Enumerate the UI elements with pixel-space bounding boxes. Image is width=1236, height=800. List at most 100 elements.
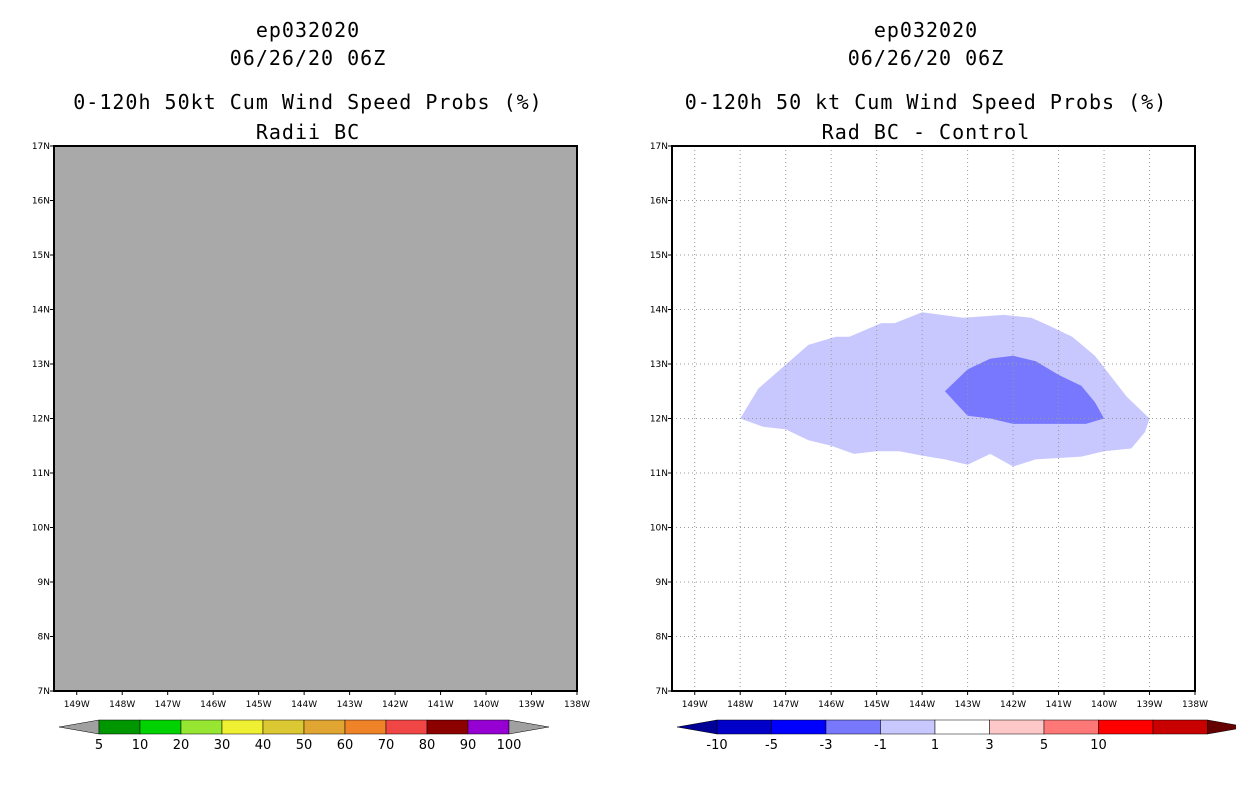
right-contour-2 bbox=[944, 355, 1104, 424]
right-colorbar-segment bbox=[934, 719, 990, 735]
right-y-tick-label: 8N bbox=[656, 633, 668, 643]
left-chart-title: 0-120h 50kt Cum Wind Speed Probs (%) bbox=[73, 90, 543, 114]
right-colorbar-segment bbox=[1098, 719, 1154, 735]
left-y-tick-label: 16N bbox=[32, 197, 50, 207]
left-colorbar-label: 50 bbox=[296, 738, 313, 753]
right-contour-1 bbox=[740, 312, 1150, 467]
left-y-tick-label: 10N bbox=[32, 524, 50, 534]
left-y-tick-label: 8N bbox=[38, 633, 50, 643]
right-y-tick-label: 11N bbox=[650, 469, 668, 479]
left-x-tick-label: 146W bbox=[200, 700, 226, 710]
left-x-tick-label: 147W bbox=[155, 700, 181, 710]
left-colorbar-label: 80 bbox=[419, 738, 436, 753]
right-y-tick-label: 7N bbox=[656, 687, 668, 697]
left-y-tick-label: 11N bbox=[32, 469, 50, 479]
right-colorbar-segment bbox=[1043, 719, 1099, 735]
right-y-tick-label: 17N bbox=[650, 142, 668, 152]
left-x-tick-label: 139W bbox=[518, 700, 544, 710]
left-chart-subtitle: Radii BC bbox=[255, 120, 361, 144]
right-colorbar-segment bbox=[716, 719, 772, 735]
left-colorbar-segment bbox=[344, 719, 387, 735]
right-colorbar-label: 10 bbox=[1090, 738, 1107, 753]
left-colorbar-segment bbox=[221, 719, 264, 735]
left-x-tick-label: 138W bbox=[564, 700, 590, 710]
right-colorbar-segment bbox=[1152, 719, 1208, 735]
left-plot-background bbox=[54, 146, 577, 691]
right-x-tick-label: 147W bbox=[773, 700, 799, 710]
right-x-tick-label: 146W bbox=[818, 700, 844, 710]
left-colorbar-label: 5 bbox=[95, 738, 103, 753]
right-y-tick-label: 13N bbox=[650, 360, 668, 370]
right-x-tick-label: 141W bbox=[1046, 700, 1072, 710]
right-x-tick-label: 143W bbox=[955, 700, 981, 710]
right-colorbar-right-end bbox=[1207, 719, 1236, 735]
left-colorbar-label: 30 bbox=[214, 738, 231, 753]
left-colorbar-label: 70 bbox=[378, 738, 395, 753]
left-colorbar-label: 100 bbox=[497, 738, 522, 753]
left-y-tick-label: 9N bbox=[38, 578, 50, 588]
right-x-tick-label: 138W bbox=[1182, 700, 1208, 710]
right-y-tick-label: 9N bbox=[656, 578, 668, 588]
left-y-tick-label: 7N bbox=[38, 687, 50, 697]
left-x-tick-label: 143W bbox=[337, 700, 363, 710]
left-colorbar-segment bbox=[467, 719, 510, 735]
left-x-tick-label: 145W bbox=[246, 700, 272, 710]
left-colorbar-label: 10 bbox=[132, 738, 149, 753]
right-datetime: 06/26/20 06Z bbox=[847, 46, 1005, 70]
right-x-tick-label: 145W bbox=[864, 700, 890, 710]
right-colorbar-segment bbox=[880, 719, 936, 735]
left-x-tick-label: 148W bbox=[109, 700, 135, 710]
left-y-tick-label: 13N bbox=[32, 360, 50, 370]
right-colorbar-label: -5 bbox=[765, 738, 778, 753]
right-colorbar-label: 3 bbox=[985, 738, 993, 753]
left-colorbar-label: 40 bbox=[255, 738, 272, 753]
left-y-tick-label: 17N bbox=[32, 142, 50, 152]
right-y-tick-label: 14N bbox=[650, 306, 668, 316]
left-colorbar-segment bbox=[98, 719, 141, 735]
right-chart-title: 0-120h 50 kt Cum Wind Speed Probs (%) bbox=[684, 90, 1168, 114]
right-x-tick-label: 144W bbox=[909, 700, 935, 710]
left-x-tick-label: 141W bbox=[428, 700, 454, 710]
right-x-tick-label: 149W bbox=[682, 700, 708, 710]
right-colorbar-segment bbox=[989, 719, 1045, 735]
left-colorbar-label: 90 bbox=[460, 738, 477, 753]
right-chart-subtitle: Rad BC - Control bbox=[821, 120, 1031, 144]
left-colorbar-segment bbox=[180, 719, 223, 735]
left-colorbar-label: 20 bbox=[173, 738, 190, 753]
left-x-tick-label: 142W bbox=[382, 700, 408, 710]
left-colorbar-segment bbox=[385, 719, 428, 735]
right-colorbar-segment bbox=[825, 719, 881, 735]
left-colorbar-left-end bbox=[58, 719, 100, 735]
left-x-tick-label: 149W bbox=[64, 700, 90, 710]
right-colorbar-label: -10 bbox=[706, 738, 727, 753]
right-y-tick-label: 15N bbox=[650, 251, 668, 261]
right-colorbar-left-end bbox=[676, 719, 718, 735]
left-colorbar-right-end bbox=[508, 719, 550, 735]
right-colorbar-segment bbox=[771, 719, 827, 735]
left-colorbar-segment bbox=[262, 719, 305, 735]
left-y-tick-label: 12N bbox=[32, 415, 50, 425]
left-y-tick-label: 15N bbox=[32, 251, 50, 261]
left-storm-id: ep032020 bbox=[255, 18, 361, 42]
left-x-tick-label: 140W bbox=[473, 700, 499, 710]
right-y-tick-label: 12N bbox=[650, 415, 668, 425]
right-x-tick-label: 142W bbox=[1000, 700, 1026, 710]
right-storm-id: ep032020 bbox=[873, 18, 979, 42]
right-colorbar-label: 5 bbox=[1040, 738, 1048, 753]
left-colorbar-segment bbox=[303, 719, 346, 735]
left-colorbar-segment bbox=[426, 719, 469, 735]
left-colorbar-label: 60 bbox=[337, 738, 354, 753]
right-y-tick-label: 10N bbox=[650, 524, 668, 534]
right-colorbar-label: -3 bbox=[820, 738, 833, 753]
right-colorbar-label: -1 bbox=[874, 738, 887, 753]
left-x-tick-label: 144W bbox=[291, 700, 317, 710]
right-y-tick-label: 16N bbox=[650, 197, 668, 207]
left-y-tick-label: 14N bbox=[32, 306, 50, 316]
right-colorbar-label: 1 bbox=[931, 738, 939, 753]
right-x-tick-label: 148W bbox=[727, 700, 753, 710]
right-x-tick-label: 139W bbox=[1136, 700, 1162, 710]
right-x-tick-label: 140W bbox=[1091, 700, 1117, 710]
left-datetime: 06/26/20 06Z bbox=[229, 46, 387, 70]
left-colorbar-segment bbox=[139, 719, 182, 735]
